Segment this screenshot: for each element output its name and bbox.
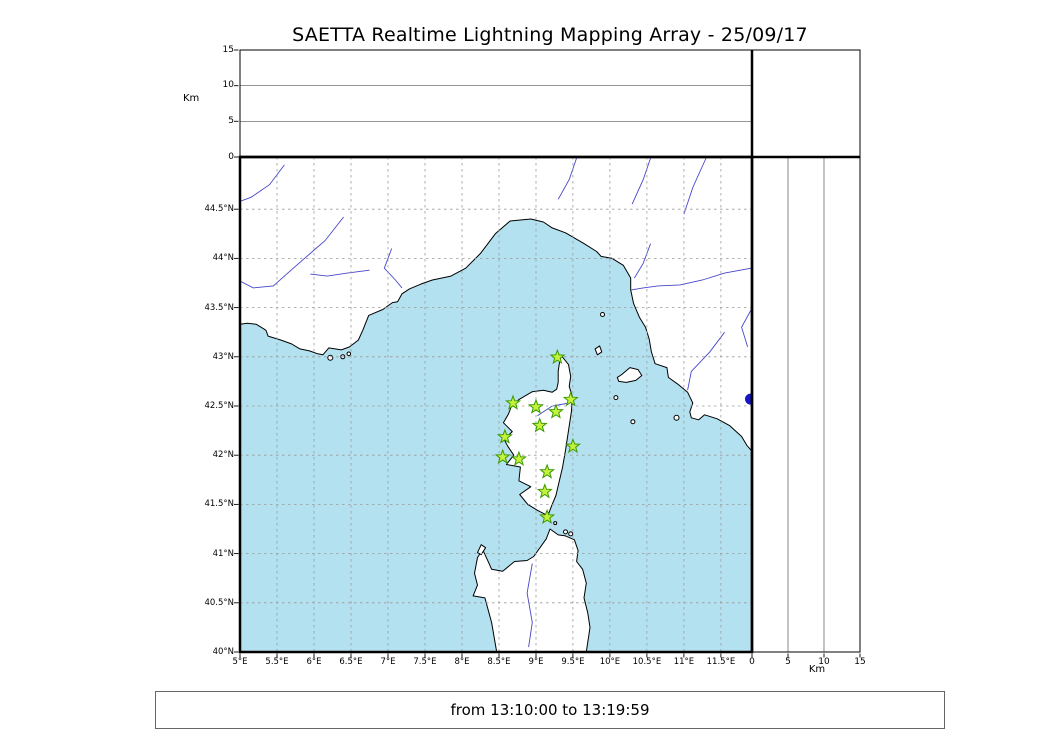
land-layer: [240, 157, 752, 652]
station-marker: [536, 483, 553, 499]
lat-tick-label: 44.5°N: [204, 204, 234, 215]
altitude-tick-label-bottom: 10: [818, 657, 830, 667]
land-capraia: [594, 345, 603, 356]
lat-tick-label: 42°N: [212, 450, 234, 461]
station-marker: [510, 450, 527, 467]
river: [240, 216, 344, 289]
altitude-tick-label-left: 5: [228, 115, 234, 126]
islet: [673, 414, 680, 421]
altitude-tick-label-left: 0: [228, 151, 234, 162]
river: [240, 164, 285, 202]
station-marker: [496, 428, 513, 444]
river: [557, 157, 578, 200]
lon-tick-label: 5°E: [232, 657, 248, 667]
islet: [346, 351, 352, 357]
islet: [630, 419, 636, 425]
altitude-axis-label-right: Km: [808, 664, 826, 675]
station-marker: [494, 448, 511, 465]
lon-tick-label: 11.5°E: [706, 657, 736, 667]
station-markers: [494, 348, 581, 524]
lon-tick-label: 9.5°E: [561, 657, 585, 667]
altitude-tick-label-left: 15: [222, 44, 234, 55]
lat-tick-label: 41°N: [212, 548, 234, 559]
lon-tick-label: 9°E: [528, 657, 544, 667]
lon-tick-label: 11°E: [673, 657, 695, 667]
lon-tick-label: 6°E: [306, 657, 322, 667]
river: [310, 269, 370, 277]
lon-tick-label: 6.5°E: [339, 657, 363, 667]
river: [383, 248, 403, 289]
lat-tick-label: 43.5°N: [204, 302, 234, 313]
lat-tick-label: 40°N: [212, 647, 234, 657]
station-marker: [549, 348, 566, 365]
altitude-tick-label-left: 10: [222, 80, 234, 91]
station-marker: [539, 463, 556, 479]
time-range-text: from 13:10:00 to 13:19:59: [450, 701, 650, 719]
river: [687, 331, 725, 391]
panel-gridlines: [240, 85, 825, 652]
islet: [613, 395, 619, 401]
map-frame: [238, 50, 860, 654]
lat-tick-label: 43°N: [212, 351, 234, 362]
river: [634, 243, 652, 279]
lon-tick-label: 10.5°E: [632, 657, 662, 667]
islet: [563, 529, 568, 535]
river: [631, 157, 652, 205]
axis-ticks: [234, 49, 861, 658]
land-elba: [616, 367, 643, 383]
river: [683, 157, 707, 215]
lat-tick-label: 42.5°N: [204, 400, 234, 411]
land-asinara: [477, 544, 487, 556]
islet: [568, 531, 574, 537]
river: [526, 563, 533, 648]
lon-tick-label: 8°E: [454, 657, 470, 667]
altitude-axis-label-top: Km: [183, 93, 200, 104]
altitude-tick-label-bottom: 5: [785, 657, 791, 667]
lon-tick-label: 8.5°E: [487, 657, 511, 667]
station-marker: [562, 391, 579, 407]
lon-tick-label: 10°E: [599, 657, 621, 667]
altitude-tick-label-bottom: 0: [749, 657, 755, 667]
islet: [600, 312, 605, 317]
land-corsica: [502, 355, 573, 517]
lon-tick-label: 5.5°E: [265, 657, 289, 667]
station-marker: [564, 437, 581, 454]
figure-title: SAETTA Realtime Lightning Mapping Array …: [292, 24, 808, 46]
river: [741, 309, 752, 348]
land-mainland: [240, 157, 752, 452]
lon-tick-label: 7.5°E: [413, 657, 437, 667]
time-range-status-bar: from 13:10:00 to 13:19:59: [155, 691, 945, 729]
river: [631, 267, 752, 291]
altitude-tick-label-bottom: 15: [854, 657, 866, 667]
land-sardinia: [472, 528, 591, 652]
station-marker: [539, 508, 556, 524]
lake-dot: [745, 393, 752, 405]
station-marker: [505, 394, 522, 410]
islet: [553, 521, 558, 526]
lat-tick-label: 40.5°N: [204, 597, 234, 608]
station-marker: [547, 403, 564, 419]
station-marker: [531, 417, 548, 433]
station-marker: [527, 398, 544, 414]
lat-tick-label: 41.5°N: [204, 499, 234, 510]
lon-tick-label: 7°E: [380, 657, 396, 667]
lat-tick-label: 44°N: [212, 253, 234, 264]
